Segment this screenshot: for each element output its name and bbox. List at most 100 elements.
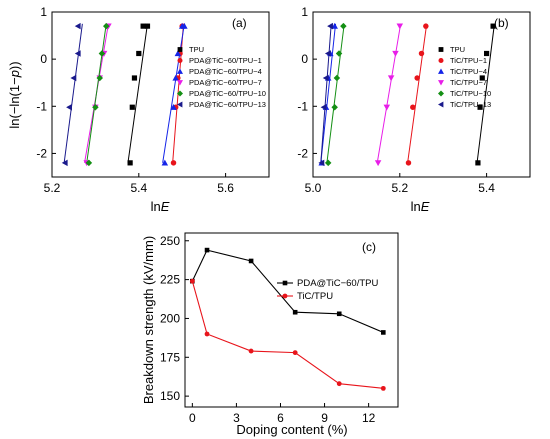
fit-line <box>127 23 148 163</box>
legend-marker <box>438 90 444 97</box>
legend-marker <box>282 293 288 299</box>
y-tick-label-c: 250 <box>160 234 180 248</box>
fit-line <box>63 23 83 163</box>
data-point <box>405 160 412 166</box>
data-point <box>131 75 138 81</box>
data-point <box>204 247 210 253</box>
y-tick-label-a: 1 <box>40 5 47 19</box>
legend-marker <box>177 57 183 64</box>
data-point <box>161 159 169 166</box>
x-tick-label-c: 6 <box>277 411 284 425</box>
legend-marker <box>177 90 183 97</box>
data-point <box>96 74 103 82</box>
data-point <box>381 330 386 335</box>
data-point <box>85 159 93 167</box>
plot-frame-b <box>312 11 531 178</box>
data-point <box>484 50 490 57</box>
data-point <box>98 50 106 57</box>
data-point <box>322 74 329 82</box>
legend-label: PDA@TiC−60/TPU−4 <box>189 67 262 76</box>
legend-marker <box>438 80 444 86</box>
data-point <box>172 74 179 81</box>
axis-ticks-a: 5.2 5.4 5.6 1 0 -1 -2 <box>36 5 234 195</box>
legend-label: TiC/TPU−10 <box>450 89 491 98</box>
data-point <box>248 258 254 264</box>
data-point <box>336 381 342 387</box>
y-tick-label-c: 225 <box>160 273 180 287</box>
data-point <box>324 50 331 57</box>
x-axis-label-b: lnE <box>411 199 430 214</box>
data-point <box>74 50 81 57</box>
data-point <box>74 22 81 30</box>
fit-line <box>326 23 345 163</box>
data-point <box>336 311 342 317</box>
legend-label: PDA@TiC−60/TPU−1 <box>189 56 262 65</box>
data-point <box>477 104 483 110</box>
series-lines-c <box>191 249 384 389</box>
fit-line <box>86 23 107 163</box>
axis-ticks-b: 5.0 5.2 5.4 1 0 -1 -2 <box>297 5 495 195</box>
data-point <box>136 50 142 57</box>
data-point <box>248 348 254 354</box>
data-point <box>387 75 395 82</box>
legend-label: PDA@TiC−60/TPU−13 <box>189 100 266 109</box>
fit-lines-a <box>63 23 185 163</box>
data-point <box>70 74 77 82</box>
data-marks-b <box>318 22 496 167</box>
y-tick-label-b: -1 <box>297 99 308 113</box>
data-point <box>320 103 327 111</box>
y-tick-label-b: -2 <box>297 146 308 160</box>
data-point <box>189 278 195 284</box>
data-point <box>129 104 135 110</box>
data-point <box>479 75 485 81</box>
data-point <box>475 160 481 166</box>
x-tick-label-c: 9 <box>321 411 328 425</box>
data-point <box>66 103 72 111</box>
data-point <box>396 23 404 30</box>
y-axis-label-c: Breakdown strength (kV/mm) <box>141 236 156 404</box>
legend-label: TiC/TPU−1 <box>450 56 487 65</box>
fit-line <box>376 23 402 163</box>
x-tick-label-a: 5.2 <box>44 181 61 195</box>
legend-label: PDA@TiC−60/TPU−10 <box>189 89 266 98</box>
legend-marker <box>177 101 183 108</box>
legend-label: TPU <box>189 45 204 54</box>
data-point <box>340 22 347 30</box>
fit-line <box>162 23 185 163</box>
legend-marker <box>177 47 183 52</box>
data-point <box>333 74 341 82</box>
legend-label: TiC/TPU <box>297 291 333 302</box>
x-tick-label-b: 5.2 <box>391 181 408 195</box>
data-point <box>327 22 333 30</box>
series-line <box>191 249 384 333</box>
panel-c: 0 3 6 9 12 150 175 200 225 250 PDA@TiC−60/TPU TiC/… <box>141 232 399 437</box>
plot-frame-a <box>51 11 270 178</box>
data-point <box>318 159 325 167</box>
y-tick-label-b: 0 <box>301 52 308 66</box>
legend-label: TiC/TPU−13 <box>450 100 491 109</box>
legend-c: PDA@TiC−60/TPU TiC/TPU <box>277 278 378 302</box>
data-point <box>144 23 151 29</box>
legend-label: PDA@TiC−60/TPU−7 <box>189 78 262 87</box>
fit-line <box>407 23 428 163</box>
legend-b: TPU TiC/TPU−1 TiC/TPU−4 TiC/TPU−7 TiC/TPU−10… <box>438 45 491 109</box>
data-point <box>103 22 110 30</box>
y-tick-label-c: 200 <box>160 311 180 325</box>
data-point <box>331 22 338 29</box>
data-point <box>127 160 133 166</box>
y-axis-label-a: ln(−ln(1−p)) <box>7 61 22 128</box>
data-point <box>392 50 399 57</box>
legend-marker <box>438 57 444 64</box>
fit-line <box>320 23 337 163</box>
data-point <box>490 23 496 29</box>
data-point <box>418 50 425 57</box>
data-point <box>204 331 210 337</box>
x-tick-label-a: 5.4 <box>130 181 147 195</box>
fit-line <box>476 23 495 163</box>
panel-label-b: (b) <box>494 16 509 30</box>
legend-marker <box>177 80 183 86</box>
x-tick-label-b: 5.0 <box>305 181 322 195</box>
data-point <box>181 22 188 29</box>
legend-marker <box>177 68 183 74</box>
